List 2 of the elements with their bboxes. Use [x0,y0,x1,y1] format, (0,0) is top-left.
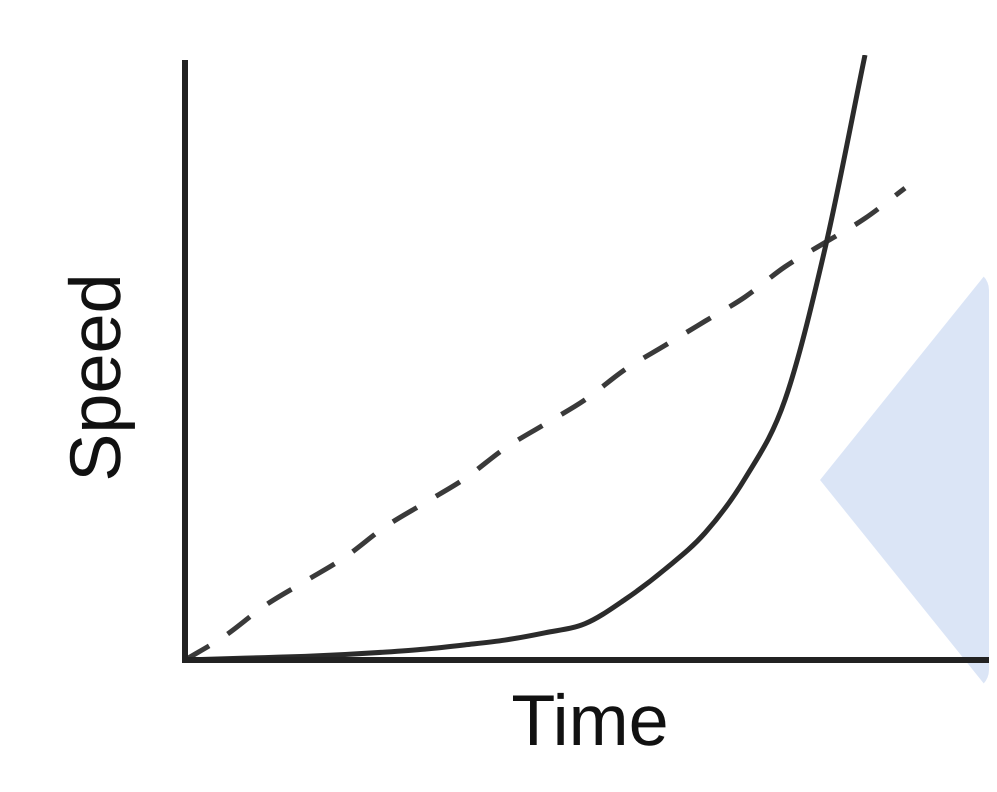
y-axis-title: Speed [56,273,136,482]
x-axis-title: Time [511,680,669,761]
